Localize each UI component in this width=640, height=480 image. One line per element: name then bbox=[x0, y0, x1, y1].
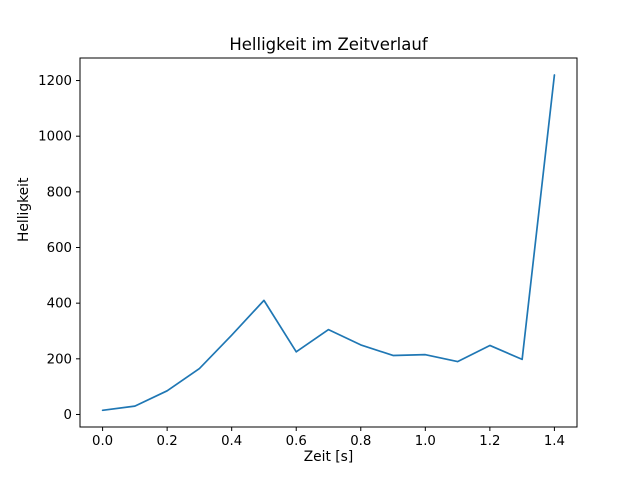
y-tick-label: 600 bbox=[47, 241, 72, 256]
y-tick-label: 1000 bbox=[38, 130, 72, 145]
x-tick-label: 1.4 bbox=[544, 434, 565, 449]
y-tick-label: 800 bbox=[47, 185, 72, 200]
x-tick-label: 0.0 bbox=[92, 434, 113, 449]
x-tick-label: 1.2 bbox=[479, 434, 500, 449]
x-tick-label: 1.0 bbox=[415, 434, 436, 449]
x-axis-label: Zeit [s] bbox=[303, 449, 354, 465]
y-tick-label: 400 bbox=[47, 297, 72, 312]
y-tick-label: 200 bbox=[47, 352, 72, 367]
x-tick-label: 0.6 bbox=[286, 434, 307, 449]
data-line-series bbox=[101, 74, 556, 412]
axes-frame bbox=[79, 57, 578, 428]
chart-title: Helligkeit im Zeitverlauf bbox=[229, 35, 428, 54]
x-tick-label: 0.2 bbox=[157, 434, 178, 449]
x-tick-label: 0.8 bbox=[350, 434, 371, 449]
y-tick-label: 0 bbox=[64, 408, 72, 423]
x-tick-label: 0.4 bbox=[221, 434, 242, 449]
y-tick-label: 1200 bbox=[38, 74, 72, 89]
